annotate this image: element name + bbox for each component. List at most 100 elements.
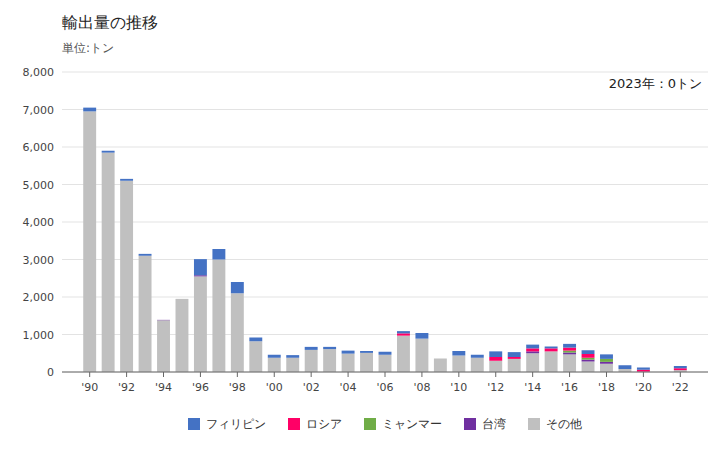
bar-segment [434,359,447,373]
bar-segment [489,351,502,357]
bar-segment [176,298,189,299]
bar-segment [379,355,392,372]
grid-line [62,184,708,185]
bar-segment [268,355,281,358]
y-tick-label: 5,000 [23,179,55,192]
bar-segment [434,358,447,359]
x-tick-label: '20 [635,381,652,394]
x-tick [200,372,201,377]
x-tick [643,372,644,377]
x-tick [126,372,127,377]
grid-line [62,72,708,73]
bar-segment [194,259,207,275]
bar-segment [231,293,244,372]
bar-segment [212,249,225,260]
bar-segment [489,361,502,372]
bar-segment [176,298,189,299]
grid-line [62,259,708,260]
x-tick-label: '12 [487,381,504,394]
bar-segment [176,298,189,299]
bar-segment [139,256,152,372]
x-tick-label: '16 [561,381,578,394]
bar-segment [600,362,613,364]
bars [83,108,687,372]
y-tick-label: 4,000 [23,216,55,229]
legend-swatch [188,418,200,430]
x-tick-label: '02 [303,381,320,394]
x-tick [274,372,275,377]
bar-segment [434,358,447,359]
legend-label: フィリピン [206,417,266,431]
bar-segment [139,254,152,256]
bar-segment [157,319,170,320]
bar-segment [102,153,115,372]
bar-segment [231,282,244,293]
annotation: 2023年：0トン [609,76,702,91]
legend-label: ミャンマー [382,417,442,431]
legend-swatch [364,418,376,430]
x-tick-label: '10 [450,381,467,394]
bar-segment [286,358,299,372]
x-tick-label: '98 [229,381,246,394]
x-tick-label: '22 [672,381,689,394]
y-tick-label: 2,000 [23,291,55,304]
legend-label: 台湾 [482,417,506,431]
bar-segment [286,355,299,358]
grid-line [62,297,708,298]
bar-segment [471,355,484,358]
bar-segment [157,319,170,320]
grid [62,72,708,372]
x-tick [237,372,238,377]
bar-segment [508,352,521,357]
x-tick [458,372,459,377]
bar-segment [618,365,631,369]
bar-segment [415,333,428,339]
bar-segment [600,364,613,372]
bar-segment [360,351,373,353]
x-tick [421,372,422,377]
bar-segment [176,298,189,299]
x-tick-label: '18 [598,381,615,394]
x-tick-label: '14 [524,381,541,394]
bar-segment [563,348,576,351]
bar-segment [176,299,189,372]
y-tick-label: 0 [47,366,54,379]
legend-label: その他 [546,417,582,431]
bar-segment [545,347,558,349]
bar-segment [563,351,576,353]
bar-segment [415,339,428,372]
bar-segment [582,350,595,354]
bar-segment [526,351,539,353]
x-tick-label: '90 [81,381,98,394]
bar-segment [83,111,96,372]
legend-item: その他 [528,417,582,431]
x-tick-label: '06 [376,381,393,394]
bar-segment [102,151,115,153]
x-tick-label: '92 [118,381,135,394]
legend-swatch [288,418,300,430]
y-tick-label: 7,000 [23,104,55,117]
bar-segment [582,354,595,358]
bar-segment [582,362,595,373]
x-tick [89,372,90,377]
bar-segment [360,353,373,372]
bar-segment [526,353,539,372]
legend-item: ミャンマー [364,417,442,431]
bar-segment [526,345,539,349]
bar-segment [342,354,355,372]
y-tick-label: 6,000 [23,141,55,154]
bar-segment [212,260,225,373]
bar-segment [194,276,207,372]
bar-segment [157,319,170,320]
bar-segment [637,370,650,372]
bar-segment [582,360,595,362]
x-tick [532,372,533,377]
bar-segment [489,357,502,361]
legend-item: ロシア [288,417,342,431]
bar-segment [452,356,465,373]
x-tick [606,372,607,377]
x-tick [569,372,570,377]
bar-segment [434,358,447,359]
bar-segment [563,353,576,355]
x-tick [680,372,681,377]
